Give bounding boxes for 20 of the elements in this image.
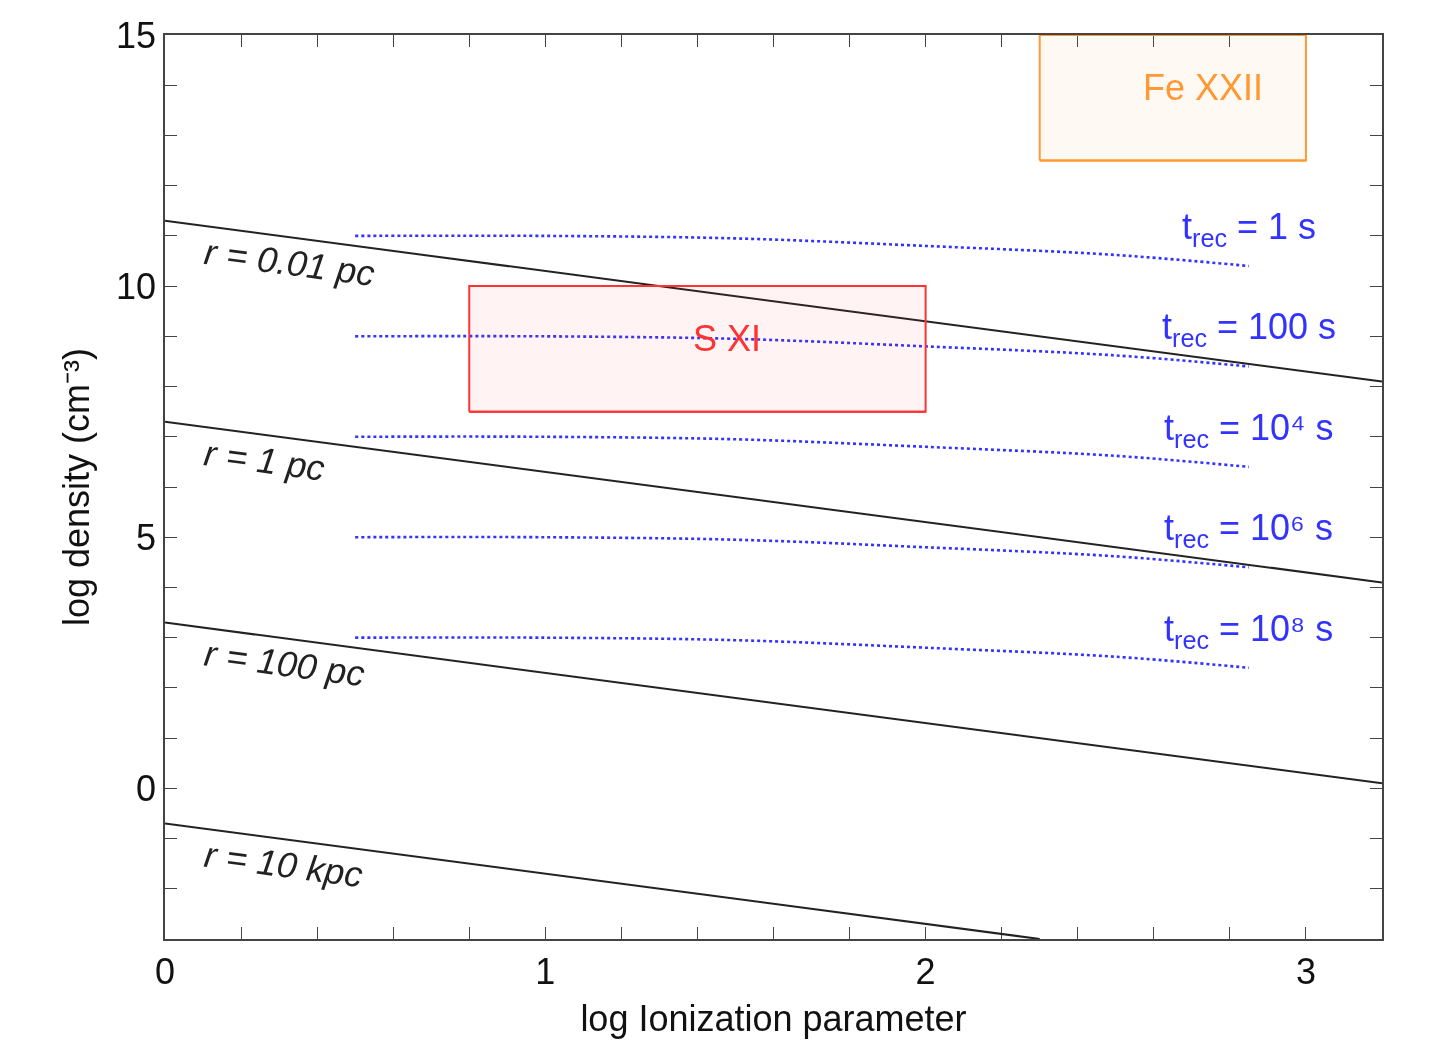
- y-axis-title: log density (cm⁻³): [56, 347, 98, 627]
- annotation: S XI: [693, 318, 762, 359]
- x-tick-label: 1: [535, 950, 556, 992]
- y-tick-label: 15: [116, 14, 157, 56]
- annotation: r = 10 kpc: [202, 833, 366, 896]
- x-tick-label: 2: [915, 950, 936, 992]
- annotation: t$_{rec}$ = 100 s: [1162, 306, 1337, 352]
- annotation: r = 0.01 pc: [202, 230, 378, 294]
- annotation: r = 1 pc: [201, 432, 328, 489]
- annotation: r = 100 pc: [202, 632, 368, 695]
- annotation: t$_{rec}$ = 1 s: [1182, 206, 1317, 252]
- annotation: Fe XXII: [1143, 67, 1264, 108]
- x-tick-label: 3: [1295, 950, 1316, 992]
- x-axis-title: log Ionization parameter: [580, 998, 967, 1040]
- y-tick-label: 0: [136, 767, 157, 809]
- y-tick-label: 5: [136, 516, 157, 558]
- annotation: t$_{rec}$ = 10⁶ s: [1164, 507, 1333, 553]
- annotation: t$_{rec}$ = 10⁴ s: [1164, 407, 1334, 453]
- annotation: t$_{rec}$ = 10⁸ s: [1164, 608, 1334, 654]
- y-tick-label: 10: [116, 265, 157, 307]
